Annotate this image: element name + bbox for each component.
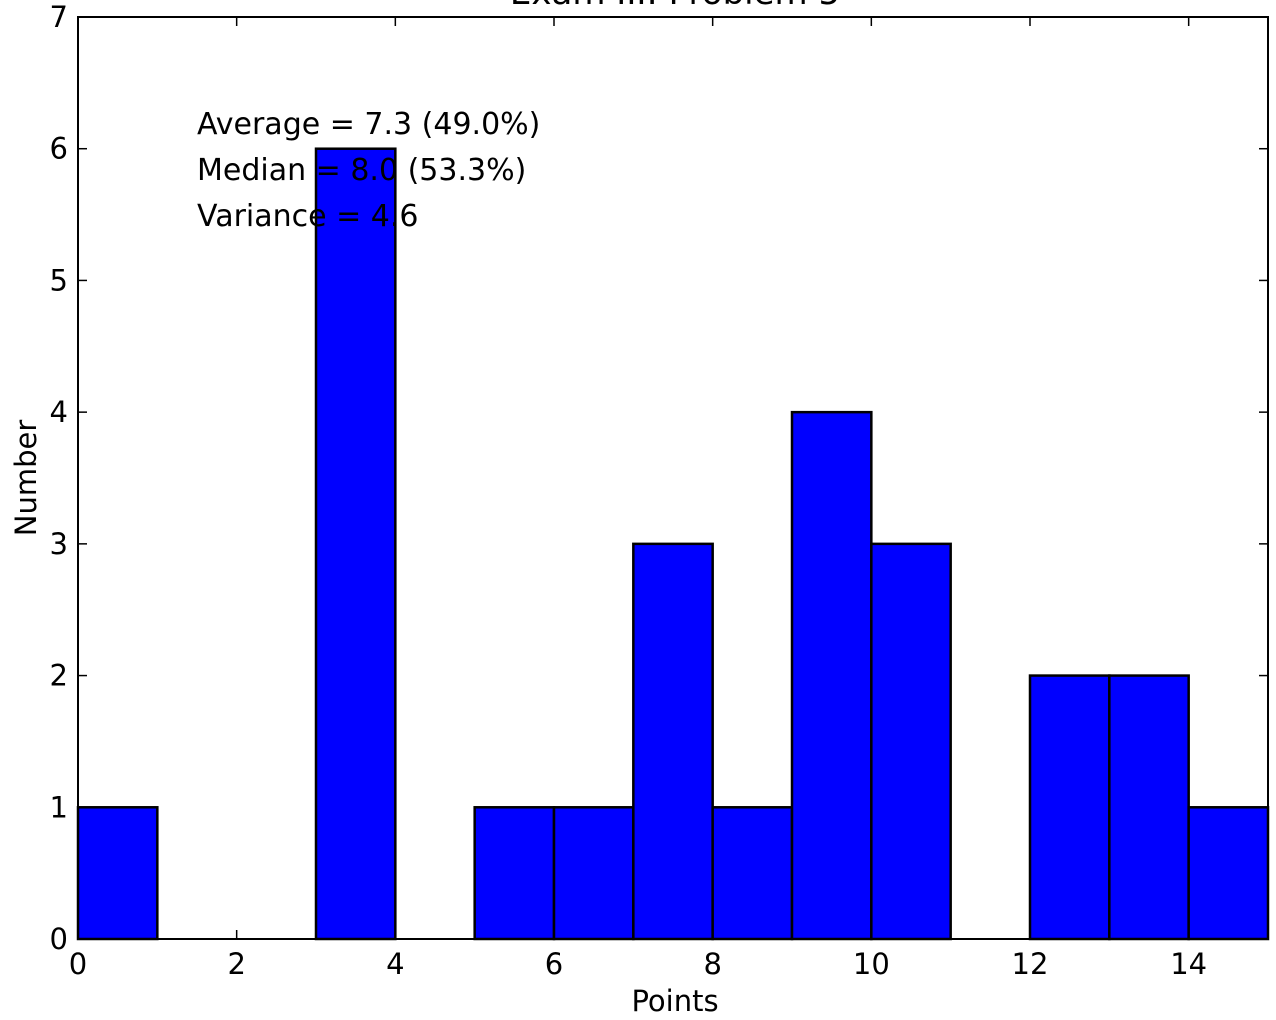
x-axis-label: Points <box>631 984 718 1018</box>
x-tick-label: 12 <box>1012 947 1049 981</box>
stats-annotation: Average = 7.3 (49.0%) Median = 8.0 (53.3… <box>197 107 540 234</box>
histogram-bar <box>790 410 873 941</box>
histogram-bar <box>1028 674 1111 941</box>
x-tick-label: 4 <box>386 947 404 981</box>
histogram-bar <box>552 806 635 941</box>
histogram-bar <box>1108 674 1190 941</box>
average-annotation: Average = 7.3 (49.0%) <box>197 107 540 142</box>
histogram-bar <box>314 147 397 941</box>
median-annotation: Median = 8.0 (53.3%) <box>197 153 526 188</box>
x-tick-labels: 0 2 4 6 8 10 12 14 <box>69 947 1207 981</box>
y-tick-label: 6 <box>50 132 68 166</box>
y-tick-label: 3 <box>50 527 68 561</box>
y-axis-label: Number <box>9 420 43 537</box>
y-tick-label: 4 <box>50 395 68 429</box>
x-tick-label: 10 <box>853 947 890 981</box>
y-tick-label: 0 <box>50 922 68 956</box>
y-tick-label: 7 <box>50 0 68 34</box>
chart-title: Exam III: Problem 5 <box>510 0 840 13</box>
bars-group <box>76 147 1270 941</box>
histogram-bar <box>711 806 794 941</box>
y-tick-label: 2 <box>50 659 68 693</box>
x-tick-label: 14 <box>1170 947 1207 981</box>
plot-frame <box>77 16 1269 940</box>
y-tick-label: 5 <box>50 263 68 297</box>
histogram-bar <box>473 806 556 941</box>
x-tick-label: 6 <box>545 947 563 981</box>
y-tick-label: 1 <box>50 790 68 824</box>
y-tick-labels: 0 1 2 3 4 5 6 7 <box>50 0 68 956</box>
x-tick-label: 8 <box>703 947 721 981</box>
x-tick-label: 0 <box>69 947 87 981</box>
histogram-bar <box>76 806 159 941</box>
variance-annotation: Variance = 4.6 <box>197 199 419 234</box>
histogram-bar <box>870 542 952 941</box>
histogram-bar <box>1187 806 1270 941</box>
x-tick-label: 2 <box>227 947 245 981</box>
histogram-bar <box>632 542 714 941</box>
